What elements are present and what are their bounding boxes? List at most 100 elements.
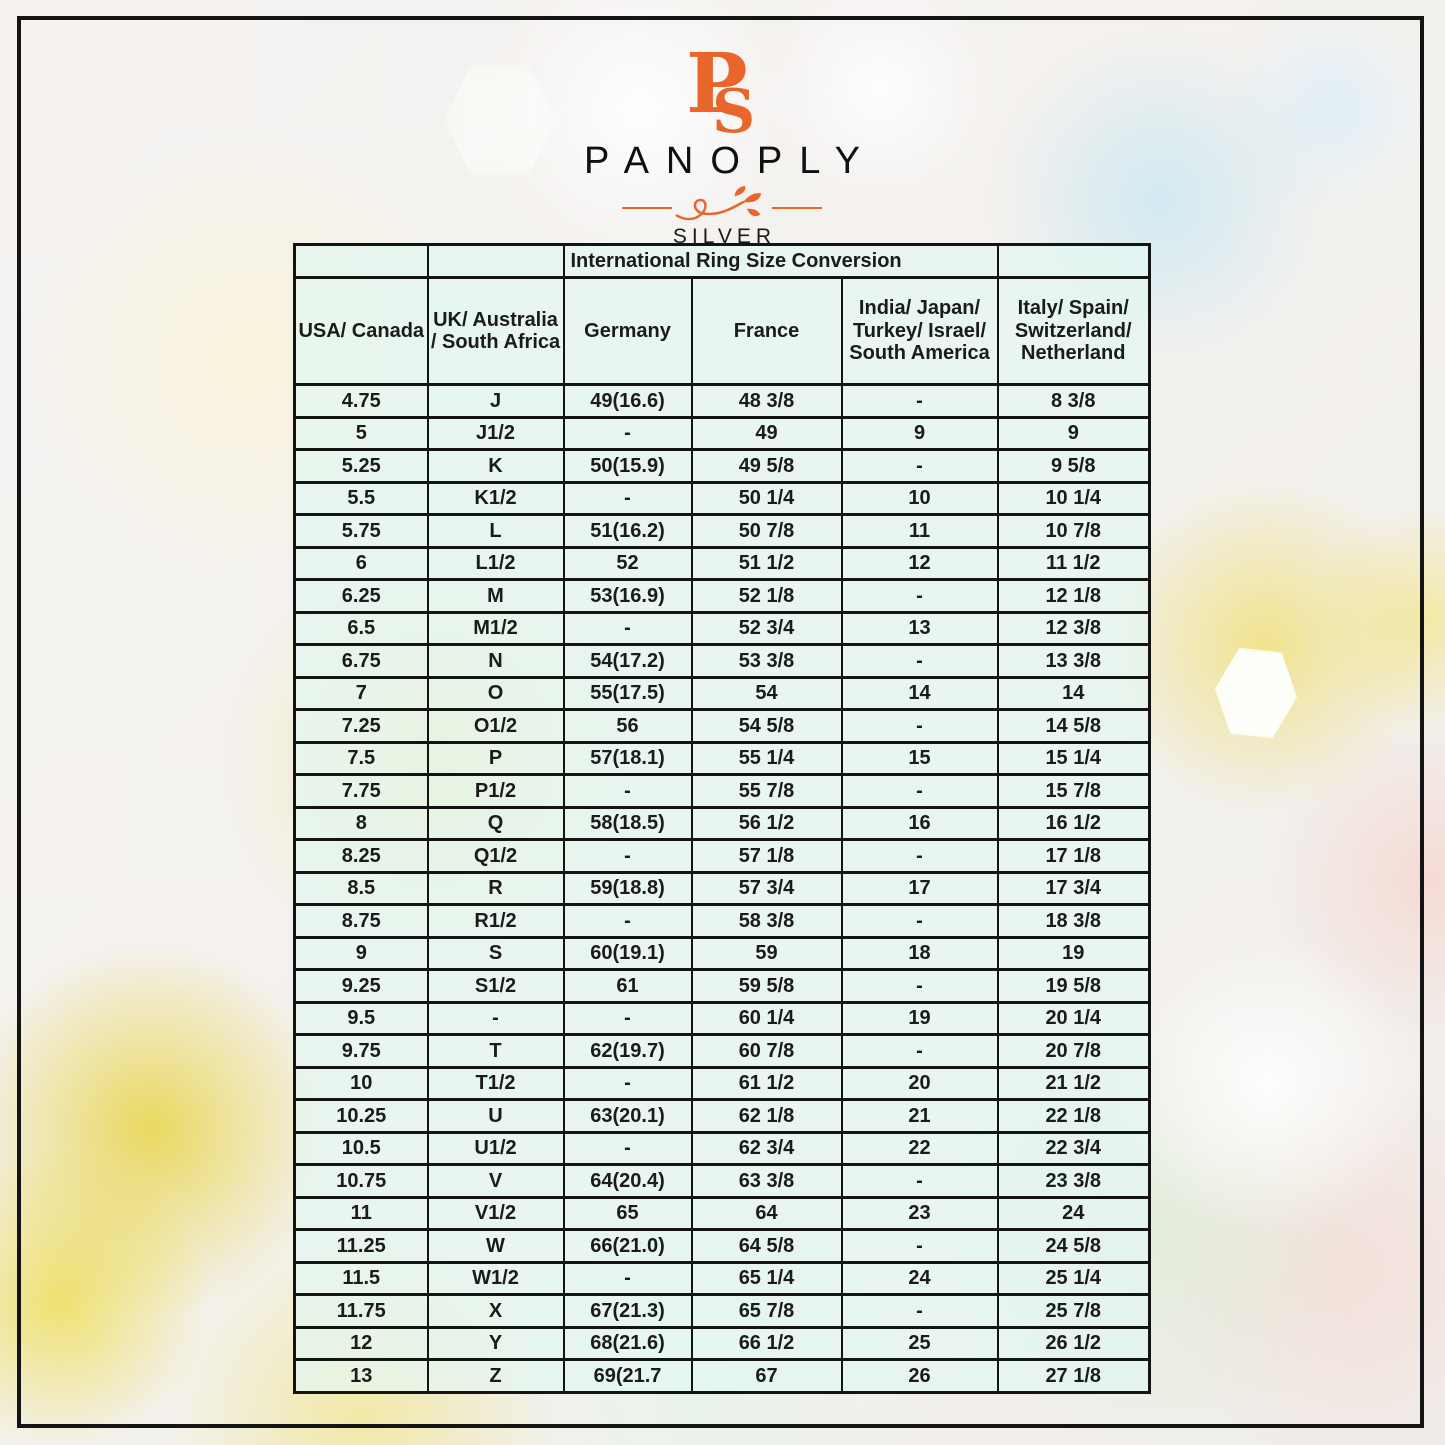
monogram-letter-p: P (689, 48, 748, 132)
table-row: 5.75 L 51(16.2) 50 7/8 11 10 7/8 (293, 513, 1151, 549)
empty-cell (996, 243, 1151, 279)
table-row: 11.25 W 66(21.0) 64 5/8-24 5/8 (293, 1228, 1151, 1264)
table-cell: 9 5/8 (996, 448, 1151, 484)
table-cell: 10 7/8 (996, 513, 1151, 549)
empty-cell (426, 243, 565, 279)
table-cell: 5.75 (293, 513, 429, 549)
column-header: India/ Japan/ Turkey/ Israel/ South Amer… (840, 276, 999, 386)
table-row: 5.25 K 50(15.9) 49 5/8-9 5/8 (293, 448, 1151, 484)
monogram-letter-s: S (712, 77, 755, 136)
table-cell: 22 3/4 (996, 1130, 1151, 1166)
table-cell: 8 (293, 805, 429, 841)
table-row: 6.75 N 54(17.2) 53 3/8-13 3/8 (293, 643, 1151, 679)
table-row: 5.5 K1/2-50 1/4 10 10 1/4 (293, 480, 1151, 516)
table-cell: 57 1/8 (690, 838, 843, 874)
table-cell: V (426, 1163, 565, 1199)
table-row: 7 O 55(17.5) 54 14 14 (293, 675, 1151, 711)
table-cell: 24 5/8 (996, 1228, 1151, 1264)
table-cell: 15 7/8 (996, 773, 1151, 809)
table-row: 11.75 X 67(21.3) 65 7/8-25 7/8 (293, 1293, 1151, 1329)
table-cell: 21 1/2 (996, 1065, 1151, 1101)
table-cell: 22 1/8 (996, 1098, 1151, 1134)
table-cell: W (426, 1228, 565, 1264)
table-row: 10 T1/2-61 1/2 20 21 1/2 (293, 1065, 1151, 1101)
table-cell: - (562, 903, 693, 939)
table-cell: 64 (690, 1195, 843, 1231)
table-cell: 54(17.2) (562, 643, 693, 679)
table-cell: 7.25 (293, 708, 429, 744)
table-cell: 4.75 (293, 383, 429, 419)
table-cell: - (562, 1130, 693, 1166)
table-cell: 66 1/2 (690, 1325, 843, 1361)
table-cell: 57(18.1) (562, 740, 693, 776)
table-cell: - (840, 773, 999, 809)
table-cell: 15 (840, 740, 999, 776)
brand-name: PANOPLY (584, 140, 877, 182)
table-cell: 13 (293, 1358, 429, 1394)
table-cell: 9.5 (293, 1000, 429, 1036)
table-cell: 8.75 (293, 903, 429, 939)
table-cell: 18 (840, 935, 999, 971)
table-cell: 26 1/2 (996, 1325, 1151, 1361)
table-cell: V1/2 (426, 1195, 565, 1231)
table-cell: 25 1/4 (996, 1260, 1151, 1296)
table-row: 8 Q 58(18.5) 56 1/2 16 16 1/2 (293, 805, 1151, 841)
table-cell: - (840, 448, 999, 484)
table-cell: J1/2 (426, 415, 565, 451)
table-cell: 62(19.7) (562, 1033, 693, 1069)
table-cell: 55 7/8 (690, 773, 843, 809)
table-cell: K1/2 (426, 480, 565, 516)
table-cell: T (426, 1033, 565, 1069)
table-cell: 56 (562, 708, 693, 744)
table-cell: T1/2 (426, 1065, 565, 1101)
table-row: 6.25 M 53(16.9) 52 1/8-12 1/8 (293, 578, 1151, 614)
table-cell: 11.5 (293, 1260, 429, 1296)
table-cell: 50 1/4 (690, 480, 843, 516)
column-header: USA/ Canada (293, 276, 429, 386)
table-cell: Q (426, 805, 565, 841)
table-row: 8.25 Q1/2-57 1/8-17 1/8 (293, 838, 1151, 874)
table-cell: 54 (690, 675, 843, 711)
table-cell: 14 (996, 675, 1151, 711)
table-cell: R (426, 870, 565, 906)
table-cell: - (840, 1228, 999, 1264)
table-cell: 60 7/8 (690, 1033, 843, 1069)
table-cell: 13 3/8 (996, 643, 1151, 679)
table-cell: U (426, 1098, 565, 1134)
table-cell: 52 3/4 (690, 610, 843, 646)
table-cell: - (840, 578, 999, 614)
table-cell: 64 5/8 (690, 1228, 843, 1264)
table-cell: 64(20.4) (562, 1163, 693, 1199)
table-cell: 55 1/4 (690, 740, 843, 776)
table-cell: O (426, 675, 565, 711)
table-cell: 68(21.6) (562, 1325, 693, 1361)
table-cell: 51(16.2) (562, 513, 693, 549)
table-cell: 6.25 (293, 578, 429, 614)
table-cell: L1/2 (426, 545, 565, 581)
table-cell: 65 (562, 1195, 693, 1231)
divider-line-left (622, 207, 672, 209)
table-cell: 65 7/8 (690, 1293, 843, 1329)
table-cell: - (562, 1065, 693, 1101)
table-cell: 23 (840, 1195, 999, 1231)
table-cell: J (426, 383, 565, 419)
table-cell: - (562, 773, 693, 809)
table-cell: 67 (690, 1358, 843, 1394)
table-cell: 11.25 (293, 1228, 429, 1264)
table-title: International Ring Size Conversion (562, 243, 999, 279)
table-cell: - (840, 1163, 999, 1199)
table-cell: N (426, 643, 565, 679)
table-cell: 6 (293, 545, 429, 581)
table-cell: 51 1/2 (690, 545, 843, 581)
table-title-row: International Ring Size Conversion (293, 243, 1151, 279)
table-cell: 56 1/2 (690, 805, 843, 841)
table-cell: 58(18.5) (562, 805, 693, 841)
table-cell: 26 (840, 1358, 999, 1394)
table-cell: M (426, 578, 565, 614)
table-cell: 49 (690, 415, 843, 451)
table-cell: 58 3/8 (690, 903, 843, 939)
table-cell: 24 (996, 1195, 1151, 1231)
table-row: 8.5 R 59(18.8) 57 3/4 17 17 3/4 (293, 870, 1151, 906)
table-cell: 59 (690, 935, 843, 971)
table-cell: - (840, 708, 999, 744)
